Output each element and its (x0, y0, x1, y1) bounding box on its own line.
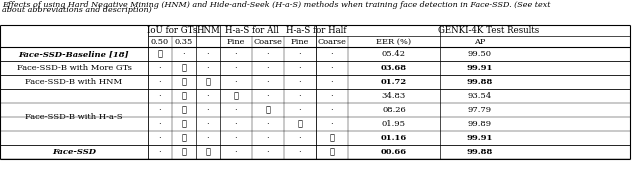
Text: ✓: ✓ (298, 120, 303, 128)
Text: ·: · (159, 134, 161, 142)
Text: 99.91: 99.91 (467, 64, 493, 72)
Text: Face-SSD-B with HNM: Face-SSD-B with HNM (26, 78, 123, 86)
Text: ·: · (159, 92, 161, 100)
Text: ·: · (267, 50, 269, 58)
Text: HNM: HNM (196, 26, 220, 35)
Text: ✓: ✓ (205, 148, 211, 156)
Text: ·: · (331, 50, 333, 58)
Text: ✓: ✓ (182, 148, 186, 156)
Text: 01.95: 01.95 (382, 120, 406, 128)
Text: ✓: ✓ (182, 64, 186, 72)
Text: ·: · (207, 50, 209, 58)
Text: 34.83: 34.83 (382, 92, 406, 100)
Text: ·: · (267, 78, 269, 86)
Text: ·: · (235, 134, 237, 142)
Text: 08.26: 08.26 (382, 106, 406, 114)
Text: ·: · (159, 64, 161, 72)
Text: 99.91: 99.91 (467, 134, 493, 142)
Text: ·: · (299, 92, 301, 100)
Text: ·: · (299, 78, 301, 86)
Text: 99.88: 99.88 (467, 148, 493, 156)
Text: Coarse: Coarse (317, 37, 346, 46)
Text: ·: · (207, 134, 209, 142)
Text: 01.72: 01.72 (381, 78, 407, 86)
Text: about abbreviations and description): about abbreviations and description) (2, 6, 152, 15)
Text: ·: · (267, 120, 269, 128)
Text: ·: · (159, 106, 161, 114)
Text: AP: AP (474, 37, 486, 46)
Text: ✓: ✓ (330, 148, 335, 156)
Text: 99.88: 99.88 (467, 78, 493, 86)
Text: ·: · (331, 78, 333, 86)
Text: EER (%): EER (%) (376, 37, 412, 46)
Text: ·: · (331, 106, 333, 114)
Text: H-a-S for Half: H-a-S for Half (285, 26, 346, 35)
Text: 05.42: 05.42 (382, 50, 406, 58)
Text: Face-SSD-B with More GTs: Face-SSD-B with More GTs (17, 64, 131, 72)
Text: ·: · (267, 134, 269, 142)
Text: ·: · (299, 134, 301, 142)
Text: ✓: ✓ (330, 134, 335, 142)
Text: ·: · (331, 120, 333, 128)
Text: ·: · (159, 120, 161, 128)
Text: 93.54: 93.54 (468, 92, 492, 100)
Text: ✓: ✓ (234, 92, 239, 100)
Text: GENKI-4K Test Results: GENKI-4K Test Results (438, 26, 540, 35)
Text: 03.68: 03.68 (381, 64, 407, 72)
Text: ·: · (331, 64, 333, 72)
Text: ·: · (207, 64, 209, 72)
Text: Face-SSD-B with H-a-S: Face-SSD-B with H-a-S (25, 113, 123, 121)
Text: ·: · (235, 106, 237, 114)
Text: ·: · (235, 78, 237, 86)
Text: ·: · (299, 50, 301, 58)
Text: ✓: ✓ (266, 106, 271, 114)
Text: Coarse: Coarse (253, 37, 282, 46)
Text: ·: · (207, 120, 209, 128)
Text: ·: · (159, 148, 161, 156)
Text: Face-SSD: Face-SSD (52, 148, 96, 156)
Text: ·: · (159, 78, 161, 86)
Text: 99.89: 99.89 (468, 120, 492, 128)
Text: ✓: ✓ (182, 134, 186, 142)
Text: ✓: ✓ (205, 78, 211, 86)
Text: IoU for GTs: IoU for GTs (147, 26, 197, 35)
Text: Fine: Fine (227, 37, 245, 46)
Text: 0.35: 0.35 (175, 37, 193, 46)
Text: ✓: ✓ (157, 50, 163, 58)
Text: ·: · (235, 120, 237, 128)
Text: ·: · (182, 50, 186, 58)
Text: ✓: ✓ (182, 78, 186, 86)
Text: ✓: ✓ (182, 120, 186, 128)
Text: Face-SSD-Baseline [18]: Face-SSD-Baseline [18] (19, 50, 129, 58)
Text: ·: · (235, 64, 237, 72)
Text: ✓: ✓ (182, 92, 186, 100)
Text: 0.50: 0.50 (151, 37, 169, 46)
Text: ·: · (267, 64, 269, 72)
Text: ·: · (299, 148, 301, 156)
Text: ·: · (299, 106, 301, 114)
Text: Fine: Fine (291, 37, 309, 46)
Text: ·: · (235, 148, 237, 156)
Text: ·: · (299, 64, 301, 72)
Text: 00.66: 00.66 (381, 148, 407, 156)
Text: ·: · (267, 148, 269, 156)
Text: 01.16: 01.16 (381, 134, 407, 142)
Text: ·: · (207, 106, 209, 114)
Text: ·: · (267, 92, 269, 100)
Text: ·: · (207, 92, 209, 100)
Text: ✓: ✓ (182, 106, 186, 114)
Text: 99.50: 99.50 (468, 50, 492, 58)
Text: H-a-S for All: H-a-S for All (225, 26, 279, 35)
Text: ·: · (331, 92, 333, 100)
Text: Effects of using Hard Negative Mining (HNM) and Hide-and-Seek (H-a-S) methods wh: Effects of using Hard Negative Mining (H… (2, 1, 550, 9)
Text: ·: · (235, 50, 237, 58)
Text: 97.79: 97.79 (468, 106, 492, 114)
